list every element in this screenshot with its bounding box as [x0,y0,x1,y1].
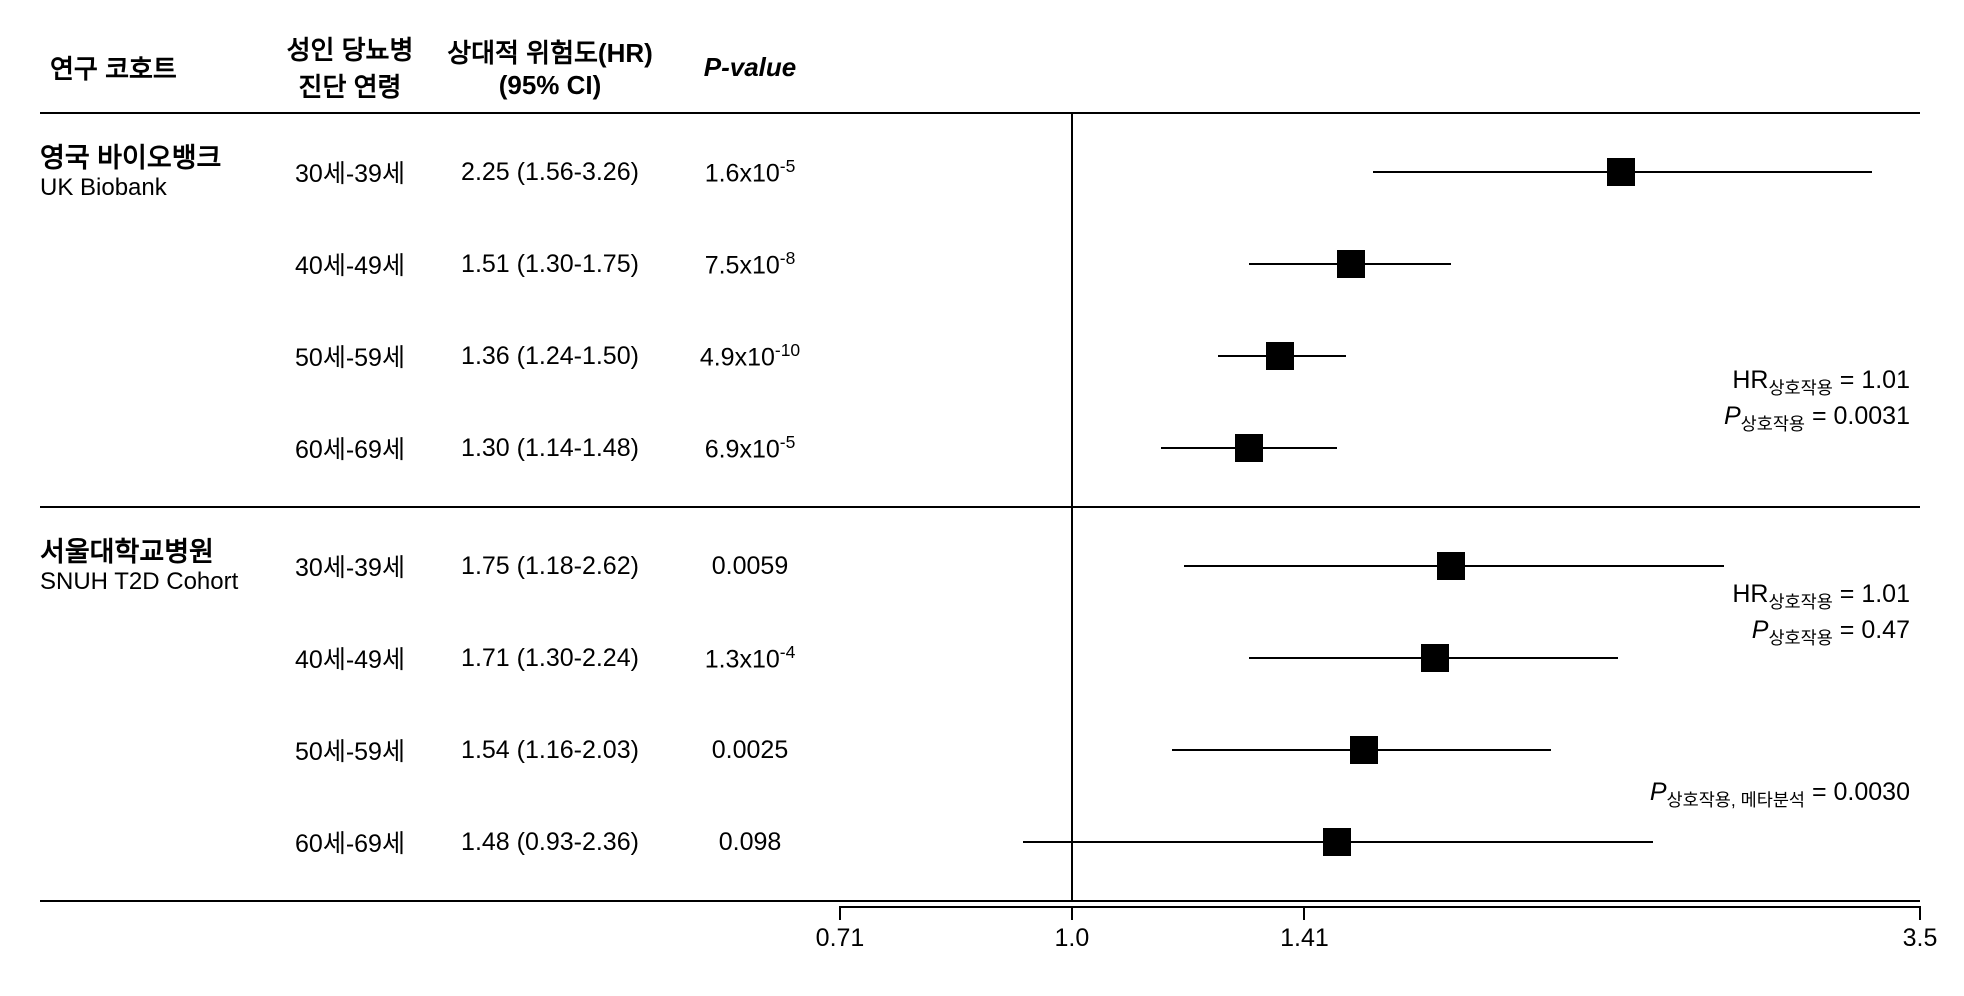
axis-tick [839,906,841,920]
hr-cell: 1.54 (1.16-2.03) [440,736,660,765]
pvalue-cell: 1.6x10-5 [660,156,840,188]
axis-tick [1303,906,1305,920]
cohorts-container: 영국 바이오뱅크UK Biobank30세-39세2.25 (1.56-3.26… [40,112,1920,902]
plot-cell [840,126,1920,218]
age-cell: 60세-69세 [260,824,440,860]
age-cell: 30세-39세 [260,548,440,584]
plot-cell [840,796,1920,888]
forest-plot: 연구 코호트 성인 당뇨병 진단 연령 상대적 위험도(HR) (95% CI)… [40,30,1920,966]
point-marker [1421,644,1449,672]
plot-area [840,126,1920,218]
point-marker [1607,158,1635,186]
point-marker [1266,342,1294,370]
table-row: 60세-69세1.30 (1.14-1.48)6.9x10-5 [40,402,1920,494]
header-p: P-value [660,52,840,83]
axis-tick-label: 1.41 [1280,924,1329,953]
pvalue-cell: 7.5x10-8 [660,248,840,280]
age-cell: 30세-39세 [260,154,440,190]
cohort-block: 서울대학교병원SNUH T2D Cohort30세-39세1.75 (1.18-… [40,506,1920,902]
table-row: 50세-59세1.36 (1.24-1.50)4.9x10-10 [40,310,1920,402]
cohort-cell: 서울대학교병원SNUH T2D Cohort [40,536,260,596]
age-cell: 40세-49세 [260,246,440,282]
interaction-annotation: HR상호작용 = 1.01 [1732,576,1910,615]
pvalue-cell: 1.3x10-4 [660,642,840,674]
reference-line-overlay [1071,114,1073,506]
axis-row: 0.711.01.413.5 [40,906,1920,966]
axis-tick [1919,906,1921,920]
header-hr: 상대적 위험도(HR) (95% CI) [440,33,660,101]
point-marker [1437,552,1465,580]
hr-cell: 1.48 (0.93-2.36) [440,828,660,857]
axis-tick [1071,906,1073,920]
plot-cell [840,612,1920,704]
age-cell: 60세-69세 [260,430,440,466]
hr-cell: 1.30 (1.14-1.48) [440,434,660,463]
table-row: 40세-49세1.71 (1.30-2.24)1.3x10-4 [40,612,1920,704]
pvalue-cell: 0.0025 [660,736,840,765]
point-marker [1337,250,1365,278]
plot-area [840,218,1920,310]
axis-line [840,906,1920,908]
header-cohort: 연구 코호트 [40,49,260,86]
table-row: 40세-49세1.51 (1.30-1.75)7.5x10-8 [40,218,1920,310]
pvalue-cell: 0.0059 [660,552,840,581]
age-cell: 50세-59세 [260,338,440,374]
cohort-cell: 영국 바이오뱅크UK Biobank [40,142,260,202]
cohort-title: 영국 바이오뱅크 [40,142,260,174]
plot-cell [840,402,1920,494]
axis-tick-label: 1.0 [1054,924,1089,953]
hr-cell: 1.51 (1.30-1.75) [440,250,660,279]
table-row: 60세-69세1.48 (0.93-2.36)0.098 [40,796,1920,888]
point-marker [1350,736,1378,764]
cohort-block: 영국 바이오뱅크UK Biobank30세-39세2.25 (1.56-3.26… [40,112,1920,506]
axis-tick-label: 3.5 [1903,924,1938,953]
pvalue-cell: 6.9x10-5 [660,432,840,464]
hr-cell: 1.36 (1.24-1.50) [440,342,660,371]
point-marker [1323,828,1351,856]
plot-area [840,796,1920,888]
age-cell: 50세-59세 [260,732,440,768]
plot-area [840,612,1920,704]
table-row: 50세-59세1.54 (1.16-2.03)0.0025 [40,704,1920,796]
pvalue-cell: 4.9x10-10 [660,340,840,372]
cohort-subtitle: SNUH T2D Cohort [40,568,260,596]
interaction-annotation: HR상호작용 = 1.01 [1732,362,1910,401]
plot-cell [840,218,1920,310]
hr-cell: 1.71 (1.30-2.24) [440,644,660,673]
hr-cell: 2.25 (1.56-3.26) [440,158,660,187]
axis-tick-label: 0.71 [816,924,865,953]
cohort-title: 서울대학교병원 [40,536,260,568]
age-cell: 40세-49세 [260,640,440,676]
header-age: 성인 당뇨병 진단 연령 [260,30,440,104]
reference-line-overlay [1071,508,1073,900]
pvalue-cell: 0.098 [660,828,840,857]
table-row: 서울대학교병원SNUH T2D Cohort30세-39세1.75 (1.18-… [40,520,1920,612]
x-axis: 0.711.01.413.5 [840,906,1920,966]
table-row: 영국 바이오뱅크UK Biobank30세-39세2.25 (1.56-3.26… [40,126,1920,218]
plot-area [840,402,1920,494]
hr-cell: 1.75 (1.18-2.62) [440,552,660,581]
point-marker [1235,434,1263,462]
cohort-subtitle: UK Biobank [40,174,260,202]
header-row: 연구 코호트 성인 당뇨병 진단 연령 상대적 위험도(HR) (95% CI)… [40,30,1920,112]
